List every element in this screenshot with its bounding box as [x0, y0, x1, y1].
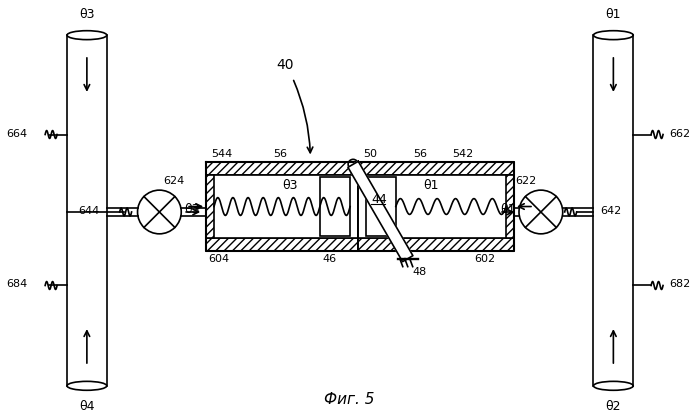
Bar — [506, 175, 514, 238]
Text: 624: 624 — [164, 176, 185, 186]
Circle shape — [348, 159, 358, 169]
Text: 44: 44 — [371, 193, 387, 206]
Text: 46: 46 — [322, 254, 336, 264]
Text: θ3: θ3 — [79, 8, 94, 21]
Text: 684: 684 — [6, 279, 27, 290]
Text: Фиг. 5: Фиг. 5 — [324, 392, 375, 407]
Text: 50: 50 — [363, 149, 377, 159]
Text: θ1: θ1 — [424, 179, 439, 192]
Text: 56: 56 — [273, 149, 287, 159]
Bar — [358, 238, 514, 251]
Bar — [358, 175, 514, 238]
Text: 56: 56 — [412, 149, 426, 159]
Text: 48: 48 — [412, 266, 427, 277]
Text: θ1: θ1 — [605, 8, 621, 21]
Bar — [206, 238, 358, 251]
Text: 644: 644 — [78, 206, 100, 216]
Circle shape — [138, 190, 181, 234]
Polygon shape — [348, 161, 413, 261]
Text: 542: 542 — [452, 149, 474, 159]
Text: 544: 544 — [211, 149, 232, 159]
Text: 604: 604 — [208, 254, 229, 264]
Text: 642: 642 — [600, 206, 621, 216]
Text: θ2: θ2 — [605, 400, 621, 413]
Text: 682: 682 — [669, 279, 690, 290]
Bar — [358, 162, 514, 175]
Bar — [206, 175, 358, 238]
Text: θ3: θ3 — [282, 179, 298, 192]
Text: 664: 664 — [6, 129, 27, 139]
Bar — [366, 177, 396, 236]
Text: 662: 662 — [669, 129, 690, 139]
Bar — [206, 162, 358, 175]
Text: 602: 602 — [475, 254, 496, 264]
Text: θ3: θ3 — [185, 202, 200, 215]
Circle shape — [519, 190, 563, 234]
Text: θ4: θ4 — [79, 400, 94, 413]
Text: θ1: θ1 — [500, 202, 516, 215]
Bar — [320, 177, 350, 236]
Text: 40: 40 — [277, 58, 294, 72]
Text: 622: 622 — [516, 176, 537, 186]
Bar — [206, 175, 214, 238]
